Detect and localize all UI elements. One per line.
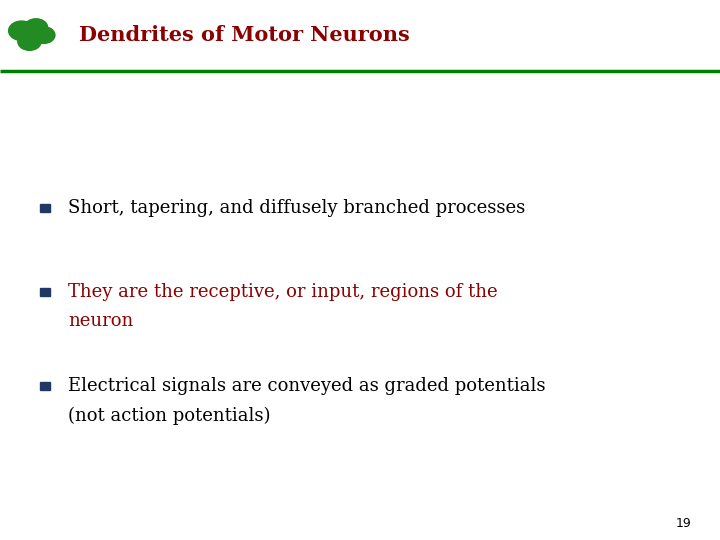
Bar [40,204,50,212]
Circle shape [18,33,41,50]
Text: 19: 19 [675,517,691,530]
Text: Short, tapering, and diffusely branched processes: Short, tapering, and diffusely branched … [68,199,526,217]
Circle shape [24,19,48,36]
Bar [40,287,50,296]
Text: They are the receptive, or input, regions of the: They are the receptive, or input, region… [68,282,498,301]
Text: Electrical signals are conveyed as graded potentials: Electrical signals are conveyed as grade… [68,377,546,395]
Text: neuron: neuron [68,312,134,330]
Circle shape [33,27,55,43]
Text: (not action potentials): (not action potentials) [68,407,271,425]
Circle shape [9,21,35,40]
Bar [40,382,50,390]
Text: Dendrites of Motor Neurons: Dendrites of Motor Neurons [79,25,410,45]
